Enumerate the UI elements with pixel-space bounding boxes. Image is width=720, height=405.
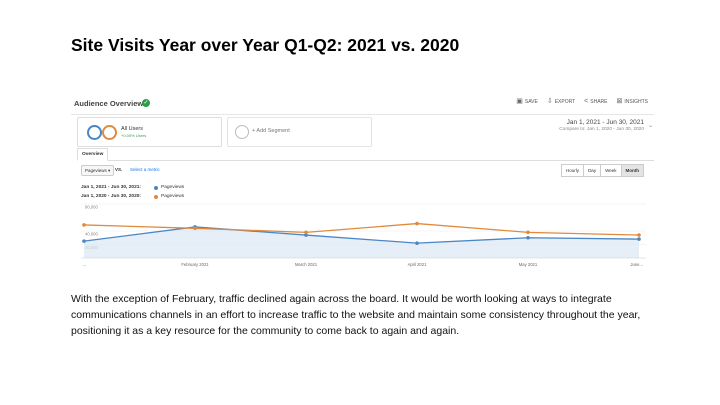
add-segment-circle-icon [235, 125, 249, 139]
insights-label: INSIGHTS [624, 99, 648, 105]
granularity-hourly-button[interactable]: Hourly [561, 164, 585, 177]
insights-icon: ⊠ [616, 98, 623, 105]
legend-date-2020: Jan 1, 2020 - Jun 30, 2020: [81, 194, 141, 199]
select-metric-link[interactable]: Select a metric [130, 167, 160, 172]
data-point-2021 [82, 239, 86, 243]
analytics-topbar: Audience Overview ✓ ▣ SAVE ⇩ EXPORT < SH… [71, 94, 654, 115]
export-label: EXPORT [554, 99, 576, 105]
share-button[interactable]: < SHARE [584, 98, 608, 105]
save-label: SAVE [524, 99, 538, 105]
segment-ring-orange-icon [102, 125, 117, 140]
share-label: SHARE [590, 99, 608, 105]
chevron-down-icon: ⌄ [647, 123, 653, 129]
insights-button[interactable]: ⊠ INSIGHTS [616, 98, 649, 105]
export-icon: ⇩ [546, 98, 553, 105]
chart-controls: Pageviews ▾ VS. Select a metric Hourly D… [77, 164, 654, 177]
segment-all-users[interactable]: All Users +0.00% Users [77, 117, 222, 147]
share-icon: < [584, 98, 589, 105]
date-range-compare: Compare to: Jan 1, 2020 - Jun 30, 2020 [559, 127, 644, 132]
legend-metric-2021: Pageviews [161, 185, 185, 190]
data-point-2021 [637, 237, 641, 241]
data-point-2021 [415, 241, 419, 245]
series-line-2021 [83, 226, 640, 244]
legend-date-2021: Jan 1, 2021 - Jun 30, 2021: [81, 185, 141, 190]
slide-body-text: With the exception of February, traffic … [71, 293, 641, 337]
vs-label: VS. [115, 167, 123, 172]
x-tick-label: May 2021 [519, 262, 538, 267]
tab-overview[interactable]: Overview [77, 148, 109, 161]
data-point-2020 [526, 230, 530, 235]
granularity-day-button[interactable]: Day [583, 164, 602, 177]
analytics-screenshot: Audience Overview ✓ ▣ SAVE ⇩ EXPORT < SH… [71, 94, 654, 269]
y-tick-label: 80,000 [85, 205, 98, 210]
segment-ring-blue-icon [87, 125, 102, 140]
report-actions: ▣ SAVE ⇩ EXPORT < SHARE ⊠ INSIGHTS [516, 98, 649, 105]
data-point-2020 [637, 233, 641, 237]
report-title: Audience Overview [74, 99, 144, 108]
x-tick-label: April 2021 [408, 262, 428, 267]
dropdown-icon: ▾ [108, 168, 111, 173]
x-tick-label: March 2021 [295, 262, 318, 267]
granularity-toggle: Hourly Day Week Month [561, 164, 644, 177]
metric-select-value: Pageviews [85, 168, 107, 173]
data-point-2020 [304, 230, 308, 235]
series-line-2020 [83, 222, 640, 236]
granularity-month-button[interactable]: Month [620, 164, 644, 177]
legend-metric-2020: Pageviews [161, 194, 185, 199]
x-tick-label: June... [630, 262, 643, 267]
legend-row-2021: Jan 1, 2021 - Jun 30, 2021: Pageviews [81, 183, 184, 192]
segment-percentage: +0.00% Users [121, 133, 147, 138]
date-range-main: Jan 1, 2021 - Jun 30, 2021 [566, 119, 644, 126]
add-segment-label: + Add Segment [252, 128, 290, 134]
x-tick-label: February 2021 [181, 262, 209, 267]
tab-bar: Overview [77, 148, 654, 161]
legend-dot-2020 [154, 194, 158, 199]
legend-dot-2021 [154, 185, 158, 190]
add-segment-button[interactable]: + Add Segment [227, 117, 372, 147]
data-point-2020 [415, 221, 419, 226]
data-point-2020 [193, 226, 197, 231]
save-button[interactable]: ▣ SAVE [516, 98, 538, 105]
granularity-week-button[interactable]: Week [600, 164, 622, 177]
chart-legend: Jan 1, 2021 - Jun 30, 2021: Pageviews Ja… [81, 183, 184, 201]
series-area-2021 [84, 226, 639, 258]
y-tick-label: 40,000 [85, 232, 98, 237]
segment-name: All Users [121, 126, 144, 132]
slide-title: Site Visits Year over Year Q1-Q2: 2021 v… [71, 35, 460, 55]
save-icon: ▣ [516, 98, 523, 105]
export-button[interactable]: ⇩ EXPORT [546, 98, 576, 105]
data-point-2021 [526, 235, 530, 240]
legend-row-2020: Jan 1, 2020 - Jun 30, 2020: Pageviews [81, 192, 184, 201]
data-point-2020 [82, 223, 86, 227]
date-range-picker[interactable]: Jan 1, 2021 - Jun 30, 2021 Compare to: J… [559, 119, 653, 132]
metric-select[interactable]: Pageviews ▾ [81, 165, 115, 176]
data-point-2021 [304, 233, 308, 237]
verified-check-icon: ✓ [142, 99, 150, 107]
x-tick-label: ... [83, 262, 87, 267]
